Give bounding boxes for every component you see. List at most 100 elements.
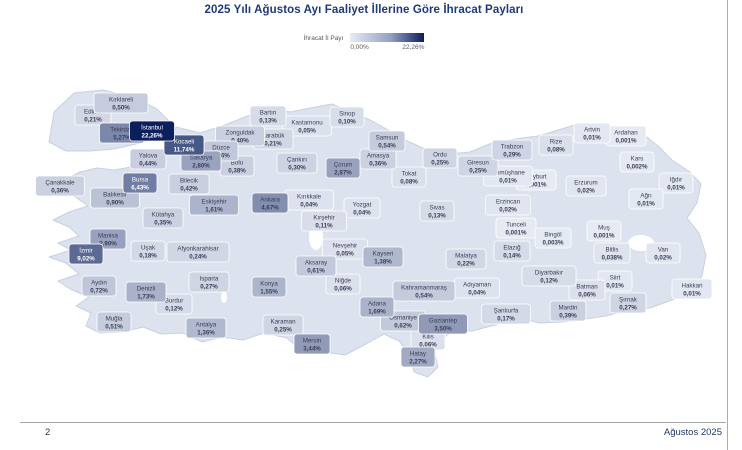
province-name: Tekirdağ [110,127,134,134]
province-value: 0,002% [627,164,648,171]
province-name: İstanbul [141,125,163,132]
province-name: Erzurum [574,180,597,187]
province-value: 0,36% [369,161,387,168]
province-name: Karaman [270,319,296,326]
province-value: 1,55% [260,289,278,296]
province-name: Gaziantep [429,318,458,325]
province-value: 0,62% [394,323,412,330]
province-shape [565,175,607,197]
province-value: 0,42% [180,186,198,193]
province-shape [609,292,647,314]
province-shape [549,300,587,322]
province-name: Tunceli [506,222,526,229]
province-name: Erzincan [496,199,521,206]
province-name: Karabük [261,133,285,140]
legend-max-label: 22,26% [402,44,425,51]
province-value: 0,08% [400,179,418,186]
province-name: Konya [260,281,278,288]
province-name: Sivas [429,205,444,212]
province-shape [658,172,694,194]
province-name: Kırıkkale [297,194,322,201]
province-name: Edirne [84,109,102,116]
province-value: 0,05% [298,128,316,135]
province-value: 1,38% [374,259,392,266]
province-name: Adana [368,301,386,308]
province-value: 0,10% [338,119,356,126]
province-name: Ordu [433,152,447,159]
province-value: 0,04% [300,202,318,209]
province-value: 0,02% [577,188,595,195]
province-shape [249,105,287,127]
province-shape [68,243,104,265]
province-shape [534,227,572,249]
province-value: 0,30% [288,165,306,172]
province-value: 5,27% [113,135,131,142]
province-name: Kilis [422,334,433,341]
province-value: 0,11% [315,223,333,230]
province-value: 0,61% [307,268,325,275]
province-name: Burdur [165,298,184,305]
province-value: 0,25% [469,168,487,175]
province-name: Giresun [467,160,489,167]
province-value: 0,18% [139,253,157,260]
province-shape [295,255,337,277]
province-shape [493,240,531,262]
province-value: 0,06% [334,286,352,293]
province-value: 0,02% [499,207,517,214]
footer-date: Ağustos 2025 [663,427,722,438]
province-name: Bitlis [605,247,618,254]
province-name: Rize [550,139,563,146]
province-value: 2,27% [409,359,427,366]
province-shape [391,166,427,188]
province-shape [329,106,365,128]
province-shape [392,280,456,302]
province-value: 0,08% [547,147,565,154]
province-value: 0,12% [165,306,183,313]
province-shape [400,346,436,368]
province-name: Aksaray [305,260,328,267]
province-value: 0,54% [415,293,433,300]
province-value: 1,73% [137,294,155,301]
province-name: Zonguldak [226,130,256,137]
province-shape [521,265,577,287]
province-name: Samsun [376,135,399,142]
province-value: 0,72% [90,288,108,295]
province-value: 0,27% [619,305,637,312]
province-shape [418,313,468,335]
province-value: 0,001% [526,182,547,189]
province-value: 0,13% [259,118,277,125]
province-value: 0,22% [457,261,475,268]
legend-ticks: 0,00% 22,26% [350,44,424,51]
province-shape [491,139,533,161]
province-name: Bayburt [525,174,547,181]
province-shape [586,220,622,242]
province-shape [262,314,304,336]
province-shape [189,194,239,216]
province-shape [81,275,117,297]
province-name: Artvin [584,127,600,134]
province-name: Kırşehir [313,215,334,222]
map-legend: İhracat İl Payı 0,00% 22,26% [0,33,728,51]
province-name: Afyonkarahisar [177,246,218,253]
province-value: 0,13% [428,213,446,220]
province-value: 0,29% [503,152,521,159]
